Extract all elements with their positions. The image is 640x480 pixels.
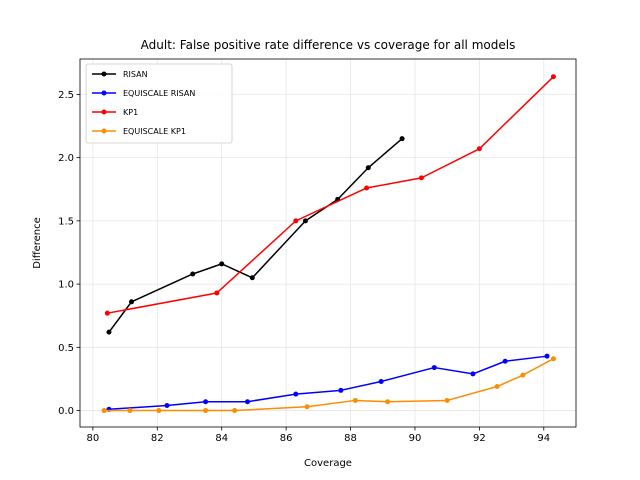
data-point-equiscale-risan (293, 391, 299, 397)
data-point-kp1 (476, 146, 482, 152)
data-point-kp1 (214, 290, 220, 296)
x-tick-label: 92 (473, 433, 486, 444)
data-point-risan (365, 165, 371, 171)
data-point-equiscale-kp1 (203, 408, 209, 414)
axis-ticks: 80 82 84 86 88 90 92 94 0.0 0.5 1.0 1.5 2.0 2.5 (58, 90, 550, 444)
data-point-equiscale-risan (470, 371, 476, 377)
data-point-equiscale-kp1 (385, 399, 391, 405)
legend-marker-kp1 (101, 109, 107, 115)
y-tick-label: 1.0 (58, 280, 74, 291)
data-point-kp1 (550, 74, 556, 80)
data-point-equiscale-kp1 (304, 404, 310, 410)
y-tick-label: 0.5 (58, 343, 74, 354)
y-tick-label: 2.0 (58, 153, 74, 164)
data-point-risan (249, 275, 255, 281)
legend: RISAN EQUISCALE RISAN KP1 EQUISCALE KP1 (85, 63, 233, 144)
y-tick-label: 2.5 (58, 90, 74, 101)
data-point-equiscale-risan (502, 358, 508, 364)
data-point-equiscale-kp1 (127, 408, 133, 414)
series-line-equiscale-risan (108, 355, 548, 411)
plot-area-frame (79, 58, 577, 428)
data-point-equiscale-risan (544, 353, 550, 359)
data-point-equiscale-kp1 (156, 408, 162, 414)
legend-label-equiscale-kp1: EQUISCALE KP1 (123, 127, 186, 136)
data-point-risan (302, 218, 308, 224)
x-tick-label: 90 (409, 433, 422, 444)
legend-marker-risan (101, 71, 107, 77)
legend-label-kp1: KP1 (123, 108, 138, 117)
x-tick-label: 80 (87, 433, 100, 444)
data-point-equiscale-kp1 (550, 356, 556, 362)
legend-box (85, 63, 233, 144)
data-point-equiscale-kp1 (232, 408, 238, 414)
series-line-equiscale-kp1 (104, 358, 554, 412)
x-tick-label: 88 (344, 433, 357, 444)
x-tick-label: 94 (537, 433, 550, 444)
data-point-kp1 (418, 175, 424, 181)
data-point-equiscale-kp1 (101, 408, 107, 414)
chart-title: Adult: False positive rate difference vs… (141, 38, 516, 52)
legend-label-equiscale-risan: EQUISCALE RISAN (123, 89, 195, 98)
y-tick-label: 0.0 (58, 406, 74, 417)
data-point-risan (129, 299, 135, 305)
legend-label-risan: RISAN (123, 70, 148, 79)
data-point-equiscale-risan (338, 387, 344, 393)
series-group (101, 74, 556, 414)
legend-marker-equiscale-risan (101, 90, 107, 96)
x-tick-label: 84 (215, 433, 228, 444)
y-tick-label: 1.5 (58, 216, 74, 227)
data-point-equiscale-risan (244, 399, 250, 405)
data-point-equiscale-kp1 (444, 397, 450, 403)
data-point-kp1 (104, 310, 110, 316)
data-point-kp1 (293, 218, 299, 224)
data-point-equiscale-risan (203, 399, 209, 405)
x-axis-label: Coverage (304, 458, 352, 469)
x-tick-label: 86 (280, 433, 293, 444)
data-point-risan (219, 261, 225, 267)
data-point-equiscale-risan (431, 365, 437, 371)
x-tick-label: 82 (151, 433, 164, 444)
data-point-kp1 (364, 185, 370, 191)
y-axis-label: Difference (32, 217, 43, 269)
data-point-equiscale-kp1 (352, 397, 358, 403)
data-point-risan (399, 136, 405, 142)
data-point-equiscale-kp1 (520, 372, 526, 378)
data-point-equiscale-risan (164, 403, 170, 409)
series-line-risan (108, 138, 403, 333)
data-point-equiscale-kp1 (494, 384, 500, 390)
data-point-equiscale-risan (378, 378, 384, 384)
legend-marker-equiscale-kp1 (101, 128, 107, 134)
data-point-risan (190, 271, 196, 277)
data-point-risan (106, 329, 112, 335)
grid (80, 59, 576, 427)
